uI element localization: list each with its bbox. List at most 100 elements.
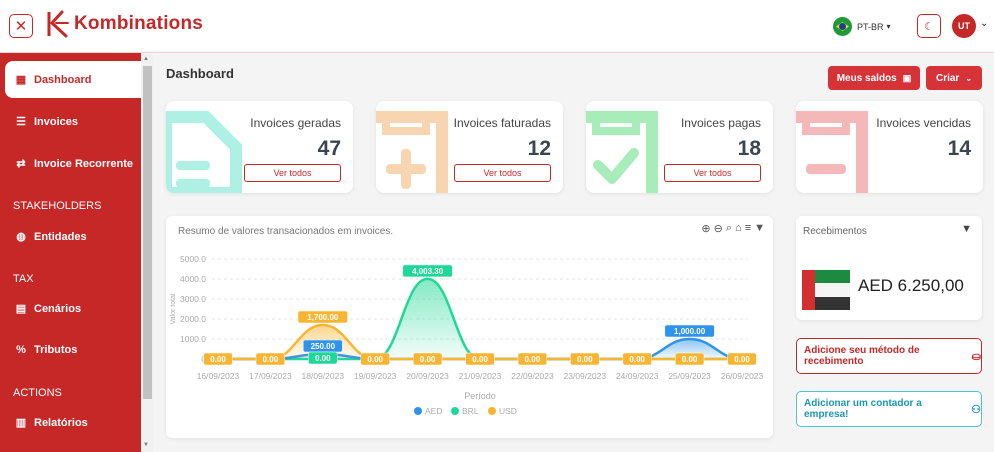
legend-label-aed: AED bbox=[425, 406, 442, 416]
logo[interactable]: Kombinations bbox=[46, 10, 203, 38]
x-tick-label: 17/09/2023 bbox=[249, 371, 292, 381]
hand-money-icon: ⛀ bbox=[971, 350, 981, 363]
uae-flag-icon bbox=[802, 270, 850, 310]
data-label-bg bbox=[255, 352, 286, 366]
transactions-chart-card: Resumo de valores transacionados em invo… bbox=[166, 216, 773, 438]
zoom-in-icon[interactable]: ⊕ bbox=[701, 223, 711, 235]
x-tick-label: 21/09/2023 bbox=[459, 371, 502, 381]
my-balances-button[interactable]: Meus saldos ▣ bbox=[828, 66, 920, 90]
sidebar-item-invoice-recorrente[interactable]: ⇄ Invoice Recorrente bbox=[14, 157, 134, 171]
invoice-icon: ☰ bbox=[16, 116, 26, 128]
brand-name: Kombinations bbox=[74, 13, 204, 34]
x-tick-label: 25/09/2023 bbox=[668, 371, 711, 381]
sidebar-item-dashboard[interactable]: ▦ Dashboard bbox=[14, 73, 92, 87]
data-label: 1,000.00 bbox=[674, 327, 706, 336]
filter-icon[interactable]: ▼ bbox=[961, 223, 972, 235]
chevron-down-icon[interactable]: ⌄ bbox=[980, 18, 989, 29]
data-label: 1,700.00 bbox=[307, 313, 339, 322]
wallet-icon: ▣ bbox=[902, 72, 912, 83]
sidebar-item-entidades[interactable]: ◍ Entidades bbox=[14, 230, 86, 244]
moon-icon: ☾ bbox=[924, 20, 934, 33]
sidebar-section-actions: ACTIONS bbox=[13, 387, 62, 399]
filter-icon[interactable]: ▼ bbox=[754, 222, 765, 234]
home-icon[interactable]: ⌂ bbox=[735, 222, 742, 234]
sidebar-item-relatorios[interactable]: ▥ Relatórios bbox=[14, 416, 88, 430]
data-label: 0.00 bbox=[210, 355, 226, 364]
add-accountant-label: Adicionar um contador a empresa! bbox=[804, 398, 922, 420]
scroll-up-icon[interactable]: ▲ bbox=[143, 56, 149, 62]
dashboard-icon: ▦ bbox=[15, 74, 27, 86]
card-value: 18 bbox=[737, 137, 761, 160]
x-tick-label: 16/09/2023 bbox=[197, 371, 240, 381]
top-bar: ✕ Kombinations PT-BR ▾ ☾ UT ⌄ bbox=[0, 0, 994, 53]
create-button[interactable]: Criar ⌄ bbox=[926, 66, 982, 90]
legend-label-brl: BRL bbox=[462, 406, 479, 416]
x-tick-label: 22/09/2023 bbox=[511, 371, 554, 381]
data-label: 0.00 bbox=[420, 355, 436, 364]
percent-icon: % bbox=[16, 344, 26, 356]
card-label: Invoices vencidas bbox=[876, 116, 971, 130]
brazil-flag-icon bbox=[833, 17, 852, 36]
users-icon: ⚇ bbox=[971, 403, 981, 416]
x-tick-label: 23/09/2023 bbox=[564, 371, 607, 381]
scroll-down-icon[interactable]: ▼ bbox=[143, 442, 149, 448]
data-label: 0.00 bbox=[734, 355, 750, 364]
scrollbar-thumb[interactable] bbox=[143, 66, 152, 399]
legend-marker-brl bbox=[451, 407, 459, 415]
data-label-bg bbox=[664, 324, 715, 338]
check-document-icon bbox=[586, 111, 658, 193]
language-selector[interactable]: PT-BR ▾ bbox=[833, 17, 891, 36]
y-tick-label: 2000.0 bbox=[180, 314, 206, 324]
sidebar-section-stakeholders: STAKEHOLDERS bbox=[13, 200, 102, 212]
add-document-icon bbox=[376, 111, 448, 193]
page-title: Dashboard bbox=[166, 66, 234, 81]
sidebar-item-label: Cenários bbox=[34, 302, 82, 315]
menu-icon[interactable]: ≡ bbox=[744, 222, 752, 234]
data-label: 0.00 bbox=[682, 355, 698, 364]
close-icon[interactable]: ✕ bbox=[9, 14, 33, 38]
y-tick-label: 5000.0 bbox=[180, 254, 206, 264]
language-label: PT-BR bbox=[857, 21, 884, 32]
document-icon: ▤ bbox=[15, 303, 27, 315]
sidebar: ▦ Dashboard ☰ Invoices ⇄ Invoice Recorre… bbox=[0, 53, 141, 452]
chevron-down-icon: ▾ bbox=[886, 22, 891, 31]
chevron-down-icon: ⌄ bbox=[965, 73, 973, 83]
data-label-bg bbox=[517, 352, 548, 366]
data-label-bg bbox=[297, 310, 348, 324]
data-label: 0.00 bbox=[263, 355, 279, 364]
card-value: 47 bbox=[317, 137, 341, 160]
ver-todos-button[interactable]: Ver todos bbox=[664, 164, 761, 182]
avatar[interactable]: UT bbox=[952, 14, 976, 38]
ver-todos-button[interactable]: Ver todos bbox=[454, 164, 551, 182]
data-label: 0.00 bbox=[525, 355, 541, 364]
sidebar-item-label: Relatórios bbox=[34, 416, 88, 429]
data-label-bg bbox=[203, 352, 233, 366]
add-payment-method-button[interactable]: Adicione seu método de recebimento ⛀ bbox=[796, 338, 982, 374]
card-label: Invoices faturadas bbox=[453, 116, 551, 130]
card-label: Invoices geradas bbox=[250, 116, 341, 130]
data-label: 250.00 bbox=[311, 342, 336, 351]
sidebar-item-label: Invoice Recorrente bbox=[34, 157, 134, 170]
kombinations-logo-icon bbox=[47, 10, 69, 38]
data-label-bg bbox=[402, 264, 453, 278]
add-accountant-button[interactable]: Adicionar um contador a empresa! ⚇ bbox=[796, 391, 982, 427]
repeat-icon: ⇄ bbox=[16, 158, 26, 170]
sidebar-section-tax: TAX bbox=[13, 273, 34, 285]
data-label: 0.00 bbox=[472, 355, 488, 364]
x-axis-label: Período bbox=[464, 391, 496, 401]
theme-toggle-button[interactable]: ☾ bbox=[917, 14, 941, 38]
report-icon: ▥ bbox=[15, 417, 27, 429]
receipts-title: Recebimentos bbox=[803, 226, 867, 237]
card-value: 14 bbox=[947, 137, 971, 160]
data-label-bg bbox=[308, 351, 338, 365]
sidebar-item-cenarios[interactable]: ▤ Cenários bbox=[14, 302, 82, 316]
sidebar-item-invoices[interactable]: ☰ Invoices bbox=[14, 115, 78, 129]
zoom-out-icon[interactable]: ⊖ bbox=[713, 223, 723, 235]
card-invoices-geradas: Invoices geradas 47 Ver todos bbox=[166, 101, 353, 193]
search-icon[interactable]: ⌕ bbox=[725, 222, 733, 234]
data-label-bg bbox=[570, 352, 600, 366]
sidebar-item-tributos[interactable]: % Tributos bbox=[14, 344, 77, 356]
ver-todos-button[interactable]: Ver todos bbox=[244, 164, 341, 182]
my-balances-label: Meus saldos bbox=[836, 72, 897, 84]
y-tick-label: 1000.0 bbox=[180, 334, 206, 344]
